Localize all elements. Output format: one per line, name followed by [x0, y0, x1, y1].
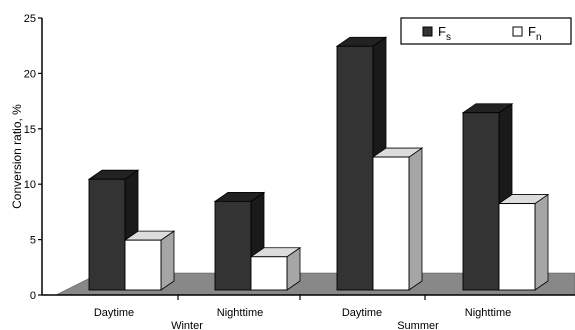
category-label: Daytime	[342, 307, 382, 319]
group-label: Summer	[397, 320, 439, 330]
bar-side	[408, 147, 423, 291]
bar	[250, 256, 288, 291]
y-tick-label: 5	[30, 235, 36, 247]
legend-label: Fs	[438, 24, 451, 43]
bar	[336, 45, 374, 291]
bar	[88, 178, 126, 291]
y-tick-label: 15	[24, 124, 36, 136]
y-tick-label: 0	[30, 290, 36, 302]
y-tick-label: 20	[24, 68, 36, 80]
bar	[214, 200, 252, 291]
group-label: Winter	[171, 320, 203, 330]
category-label: Daytime	[94, 307, 134, 319]
bar	[498, 203, 536, 291]
bar-side	[534, 193, 549, 291]
y-tick-label: 10	[24, 179, 36, 191]
bar-side	[160, 230, 175, 291]
bar	[462, 112, 500, 291]
bar	[124, 239, 162, 291]
legend-swatch	[512, 26, 523, 37]
category-label: Nighttime	[465, 307, 511, 319]
legend-label: Fn	[528, 24, 542, 43]
legend-swatch	[422, 26, 433, 37]
y-tick-label: 25	[24, 13, 36, 25]
category-label: Nighttime	[217, 307, 263, 319]
bar	[372, 156, 410, 291]
y-axis-title: Conversion ratio, %	[10, 104, 24, 209]
